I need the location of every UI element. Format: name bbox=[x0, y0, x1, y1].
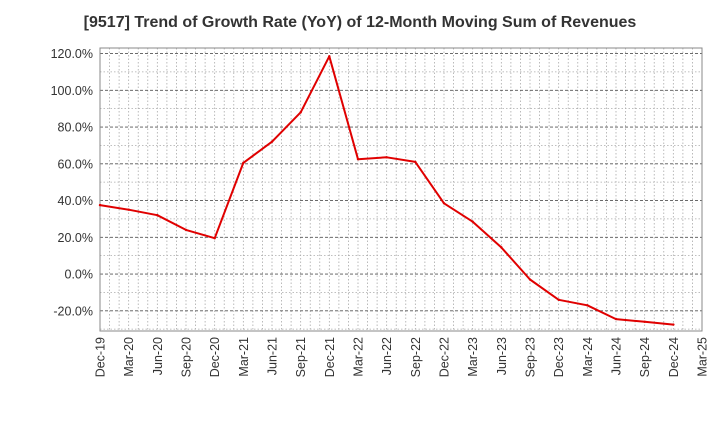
y-tick-label: 0.0% bbox=[65, 268, 94, 282]
y-tick-label: 80.0% bbox=[58, 121, 93, 135]
data-point bbox=[270, 140, 274, 143]
data-point bbox=[328, 55, 331, 58]
x-tick-label: Dec-20 bbox=[208, 337, 222, 377]
data-point bbox=[385, 156, 388, 159]
data-point bbox=[586, 304, 589, 307]
data-point bbox=[414, 160, 417, 164]
x-tick-label: Dec-19 bbox=[94, 337, 108, 377]
y-tick-label: 60.0% bbox=[58, 157, 93, 171]
x-tick-label: Dec-21 bbox=[323, 337, 337, 377]
data-point bbox=[500, 246, 503, 249]
y-tick-label: 20.0% bbox=[58, 231, 93, 245]
x-tick-label: Mar-22 bbox=[352, 337, 366, 377]
y-axis: 120.0% 100.0% 80.0% 60.0% 40.0% 20.0% 0.0% -20.… bbox=[51, 47, 93, 318]
data-point bbox=[471, 220, 474, 223]
x-tick-label: Mar-20 bbox=[122, 337, 136, 377]
x-tick-label: Dec-24 bbox=[667, 337, 681, 377]
x-tick-label: Mar-24 bbox=[581, 337, 595, 377]
x-tick-label: Jun-21 bbox=[266, 337, 280, 375]
plot-border bbox=[99, 47, 703, 332]
data-point bbox=[98, 203, 102, 207]
x-tick-label: Mar-25 bbox=[696, 337, 710, 377]
x-tick-label: Sep-20 bbox=[180, 337, 194, 377]
y-tick-label: 40.0% bbox=[58, 194, 93, 208]
data-point bbox=[184, 228, 188, 232]
x-tick-label: Jun-23 bbox=[495, 337, 509, 375]
x-tick-label: Sep-21 bbox=[294, 337, 308, 377]
x-tick-label: Mar-21 bbox=[237, 337, 251, 377]
y-tick-label: 120.0% bbox=[51, 47, 93, 61]
x-tick-label: Sep-22 bbox=[409, 337, 423, 377]
x-tick-label: Jun-20 bbox=[151, 337, 165, 375]
x-tick-label: Mar-23 bbox=[466, 337, 480, 377]
grid bbox=[100, 48, 702, 331]
x-tick-label: Jun-22 bbox=[380, 337, 394, 375]
x-tick-label: Dec-23 bbox=[552, 337, 566, 377]
data-point bbox=[242, 161, 245, 165]
data-point bbox=[299, 111, 302, 114]
data-point bbox=[156, 214, 159, 217]
x-tick-label: Jun-24 bbox=[610, 337, 624, 375]
data-point bbox=[213, 236, 216, 240]
series bbox=[98, 55, 675, 326]
data-point bbox=[557, 298, 560, 301]
chart-title: [9517] Trend of Growth Rate (YoY) of 12-… bbox=[83, 14, 637, 31]
data-point bbox=[643, 320, 646, 324]
data-point bbox=[528, 278, 532, 281]
y-tick-label: 100.0% bbox=[51, 84, 93, 98]
y-tick-label: -20.0% bbox=[53, 304, 93, 318]
x-tick-label: Sep-23 bbox=[524, 337, 538, 377]
data-point bbox=[127, 208, 130, 211]
data-point bbox=[356, 157, 360, 161]
x-tick-label: Dec-22 bbox=[438, 337, 452, 377]
data-point bbox=[614, 317, 618, 321]
data-point bbox=[442, 202, 446, 205]
series-line bbox=[99, 55, 674, 326]
data-point bbox=[672, 323, 675, 326]
x-axis: Dec-19 Mar-20 Jun-20 Sep-20 Dec-20 Mar-21 Jun-… bbox=[94, 337, 710, 377]
x-tick-label: Sep-24 bbox=[638, 337, 652, 377]
